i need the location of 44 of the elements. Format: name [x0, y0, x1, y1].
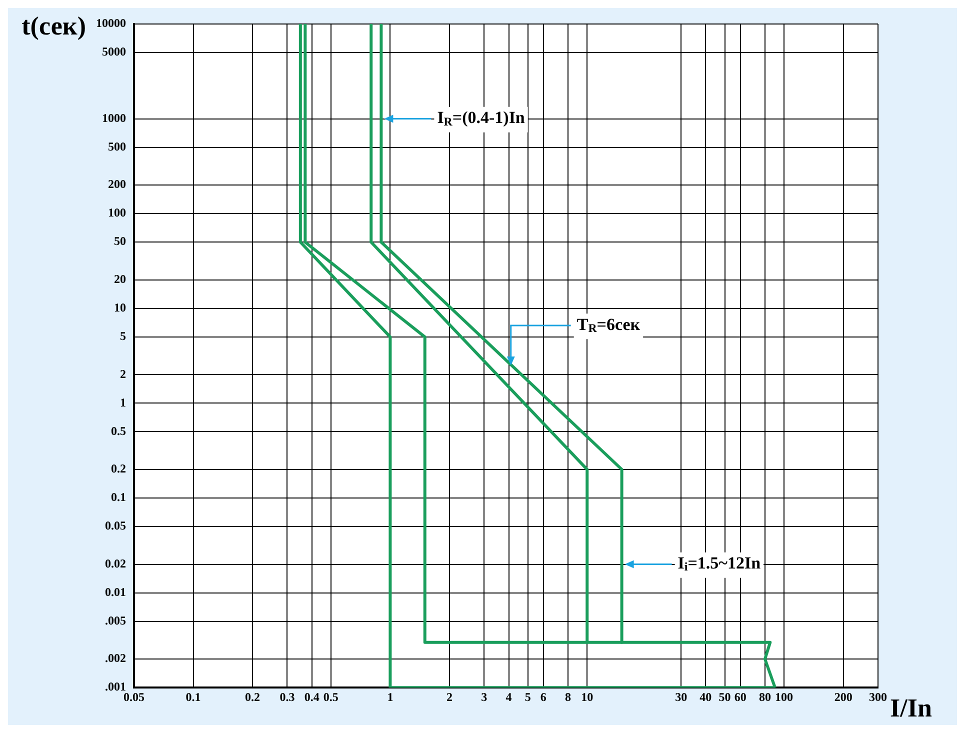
x-tick-label: 1	[387, 690, 394, 704]
x-tick-label: 40	[700, 690, 712, 704]
y-tick-label: 500	[108, 139, 126, 154]
y-tick-label: 0.01	[105, 584, 126, 599]
y-tick-label: 50	[114, 234, 126, 248]
x-tick-label: 50	[718, 690, 731, 704]
x-tick-label: 60	[734, 690, 746, 704]
x-tick-label: 300	[869, 690, 887, 704]
x-tick-label: 0.1	[186, 690, 201, 704]
y-tick-label: 100	[108, 206, 126, 220]
y-tick-label: 10	[114, 300, 126, 314]
y-tick-label: 2	[120, 366, 126, 381]
x-tick-label: 3	[481, 690, 488, 704]
y-tick-label: 10000	[96, 16, 126, 30]
x-tick-label: 30	[675, 690, 688, 704]
y-tick-label: .002	[105, 651, 126, 666]
y-tick-label: 0.02	[105, 556, 126, 570]
y-tick-label: .005	[105, 613, 126, 628]
y-tick-label: 200	[108, 177, 126, 192]
x-tick-label: 2	[446, 690, 452, 704]
x-tick-label: 10	[581, 690, 594, 704]
x-axis-title: I/In	[890, 693, 932, 722]
x-tick-label: 5	[524, 690, 531, 704]
x-tick-label: 100	[775, 690, 794, 704]
y-tick-label: .001	[105, 680, 126, 694]
y-tick-label: 5000	[102, 44, 126, 59]
y-tick-label: 5	[120, 329, 126, 344]
y-tick-label: 0.1	[111, 490, 126, 504]
y-tick-label: 0.2	[111, 462, 126, 476]
y-tick-label: 0.5	[111, 424, 126, 438]
x-tick-label: 80	[758, 690, 771, 704]
x-tick-label: 0.2	[245, 690, 260, 704]
x-tick-label: 6	[540, 690, 546, 704]
y-tick-label: 20	[114, 272, 126, 286]
y-tick-label: 1	[120, 395, 126, 410]
y-axis-title: t(сек)	[22, 12, 86, 41]
x-tick-label: 0.5	[323, 690, 338, 704]
x-tick-label: 8	[565, 690, 572, 704]
x-tick-label: 200	[834, 690, 852, 704]
x-tick-label: 4	[506, 690, 512, 704]
x-tick-label: 0.3	[280, 690, 295, 704]
x-tick-label: 0.4	[304, 690, 320, 704]
y-tick-label: 1000	[102, 110, 126, 125]
y-tick-label: 0.05	[105, 518, 126, 533]
